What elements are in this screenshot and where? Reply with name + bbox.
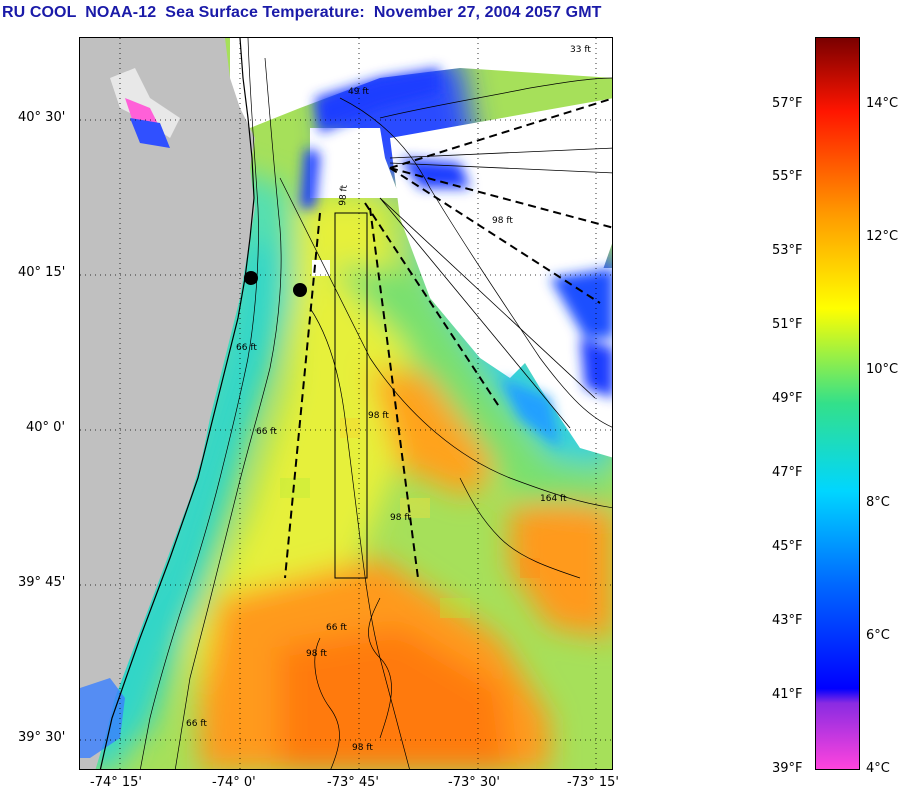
colorbar-f-label: 43°F xyxy=(772,613,803,628)
survey-box xyxy=(334,212,368,579)
lon-label-73-30: -73° 30' xyxy=(448,775,500,790)
contour-label: 49 ft xyxy=(348,87,369,97)
colorbar-gradient xyxy=(816,38,859,769)
contour-label: 164 ft xyxy=(540,494,567,504)
contour-label-group: 33 ft 49 ft 98 ft 98 ft 66 ft 98 ft 66 f… xyxy=(186,45,591,753)
colorbar-f-label: 49°F xyxy=(772,391,803,406)
colorbar-c-label: 12°C xyxy=(866,229,899,244)
colorbar-c-label: 8°C xyxy=(866,495,890,510)
bathymetry-contours xyxy=(140,38,612,769)
contour-label: 98 ft xyxy=(352,743,373,753)
graticule xyxy=(80,38,612,769)
mooring-marker xyxy=(293,283,307,297)
lat-label-39-30: 39° 30' xyxy=(18,730,66,745)
colorbar-f-label: 47°F xyxy=(772,465,803,480)
contour-label: 33 ft xyxy=(570,45,591,55)
contour-label: 98 ft xyxy=(390,513,411,523)
colorbar-f-label: 39°F xyxy=(772,761,803,776)
sst-map: 33 ft 49 ft 98 ft 98 ft 66 ft 98 ft 66 f… xyxy=(79,37,613,770)
bay-inlet xyxy=(110,68,180,138)
lat-label-40-0: 40° 0' xyxy=(26,420,66,435)
survey-dashed-line xyxy=(284,212,321,579)
survey-overlay xyxy=(284,97,612,579)
lon-label-73-15: -73° 15' xyxy=(567,775,619,790)
estuary-cold xyxy=(130,118,170,148)
contour-label: 98 ft xyxy=(368,411,389,421)
colorbar-c-label: 10°C xyxy=(866,362,899,377)
survey-dashed-line xyxy=(364,202,501,409)
colorbar-f-label: 45°F xyxy=(772,539,803,554)
colorbar xyxy=(815,37,860,770)
colorbar-f-label: 57°F xyxy=(772,96,803,111)
contour-label: 66 ft xyxy=(256,427,277,437)
survey-thin-line xyxy=(389,147,612,159)
survey-thin-line xyxy=(379,197,596,399)
colorbar-f-label: 41°F xyxy=(772,687,803,702)
lon-label-74-0: -74° 0' xyxy=(212,775,256,790)
contour-label: 98 ft xyxy=(492,216,513,226)
colorbar-c-label: 6°C xyxy=(866,628,890,643)
survey-dashed-line xyxy=(389,167,601,304)
survey-thin-line xyxy=(379,197,571,429)
colorbar-c-label: 14°C xyxy=(866,96,899,111)
sst-map-canvas: 33 ft 49 ft 98 ft 98 ft 66 ft 98 ft 66 f… xyxy=(80,38,612,769)
coastline xyxy=(99,38,255,769)
lat-label-39-45: 39° 45' xyxy=(18,575,66,590)
southern-bay xyxy=(80,678,125,758)
map-title: RU COOL NOAA-12 Sea Surface Temperature:… xyxy=(2,4,602,21)
colorbar-f-label: 55°F xyxy=(772,169,803,184)
colorbar-f-label: 53°F xyxy=(772,243,803,258)
survey-thin-line xyxy=(389,162,612,174)
contour-label: 66 ft xyxy=(236,343,257,353)
contour-label: 66 ft xyxy=(326,623,347,633)
colorbar-c-label: 4°C xyxy=(866,761,890,776)
mooring-marker xyxy=(244,271,258,285)
contour-label: 66 ft xyxy=(186,719,207,729)
lat-label-40-15: 40° 15' xyxy=(18,265,66,280)
cold-cloud-edges xyxy=(300,68,612,448)
lon-label-74-15: -74° 15' xyxy=(90,775,142,790)
survey-dashed-line xyxy=(369,207,419,579)
land-mass xyxy=(80,38,255,769)
lon-label-73-45: -73° 45' xyxy=(327,775,379,790)
contour-label: 98 ft xyxy=(306,649,327,659)
lat-label-40-30: 40° 30' xyxy=(18,110,66,125)
contour-label: 98 ft xyxy=(338,184,350,206)
colorbar-f-label: 51°F xyxy=(772,317,803,332)
